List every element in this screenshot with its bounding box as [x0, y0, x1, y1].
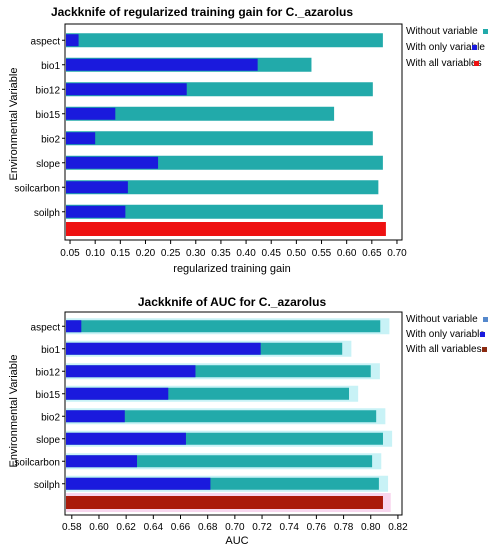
gain-category-label-bio2: bio2 — [41, 134, 60, 145]
auc-legend-swatch-without — [483, 317, 488, 322]
auc-category-label-soilcarbon: soilcarbon — [14, 457, 60, 468]
gain-bar-only-bio12 — [66, 83, 187, 96]
auc-category-labels: aspect bio1 bio12 bio15 bio2 slope soilcarbon s… — [14, 322, 65, 491]
auc-legend-label-all: With all variables — [406, 344, 482, 355]
auc-category-label-bio1: bio1 — [41, 345, 60, 356]
auc-x-ticks: 0.58 0.60 0.62 0.64 0.66 0.68 0.70 0.72 0.74 0.76… — [62, 515, 408, 533]
gain-category-label-soilcarbon: soilcarbon — [14, 183, 60, 194]
auc-x-tick-label-10: 0.78 — [334, 522, 354, 533]
gain-x-ticks: 0.05 0.10 0.15 0.20 0.25 0.30 0.35 0.40 0.45 0.50… — [60, 240, 407, 259]
gain-x-tick-label-12: 0.65 — [362, 248, 382, 259]
gain-category-label-bio15: bio15 — [36, 110, 61, 121]
auc-category-label-bio15: bio15 — [36, 390, 61, 401]
gain-legend-swatch-only — [472, 45, 477, 50]
gain-category-label-slope: slope — [36, 159, 60, 170]
gain-category-label-soilph: soilph — [34, 208, 60, 219]
auc-bar-only-bio15 — [66, 387, 169, 400]
gain-bar-only-soilcarbon — [66, 181, 128, 194]
gain-legend-label-only: With only variable — [406, 42, 485, 53]
auc-x-tick-label-3: 0.64 — [144, 522, 164, 533]
auc-category-label-soilph: soilph — [34, 480, 60, 491]
gain-x-tick-label-11: 0.60 — [337, 248, 357, 259]
auc-bar-only-aspect — [66, 320, 82, 333]
auc-x-tick-label-5: 0.68 — [198, 522, 218, 533]
gain-chart-title: Jackknife of regularized training gain f… — [51, 5, 353, 19]
gain-bar-only-bio15 — [66, 107, 116, 120]
auc-bar-only-slope — [66, 432, 186, 445]
auc-legend-swatch-all — [482, 347, 487, 352]
auc-legend: Without variable With only variable With… — [406, 314, 488, 355]
auc-x-tick-label-2: 0.62 — [116, 522, 136, 533]
gain-legend-label-all: With all variables — [406, 58, 482, 69]
auc-bar-only-bio1 — [66, 342, 261, 355]
auc-category-label-bio12: bio12 — [36, 367, 61, 378]
gain-bar-without-bio2 — [66, 131, 373, 146]
auc-bar-all-variables — [66, 496, 383, 509]
auc-bar-only-soilph — [66, 477, 211, 490]
auc-x-tick-label-1: 0.60 — [89, 522, 109, 533]
gain-bar-only-slope — [66, 156, 159, 169]
auc-x-tick-label-4: 0.66 — [171, 522, 191, 533]
gain-legend-label-without: Without variable — [406, 26, 478, 37]
gain-bar-without-soilph — [66, 204, 383, 219]
gain-bar-all-variables — [66, 222, 386, 236]
gain-bar-only-bio1 — [66, 58, 258, 71]
gain-legend-swatch-all — [474, 61, 479, 66]
auc-x-tick-label-7: 0.72 — [252, 522, 272, 533]
gain-x-axis-label: regularized training gain — [173, 263, 290, 275]
gain-x-tick-label-3: 0.20 — [136, 248, 156, 259]
auc-category-label-slope: slope — [36, 435, 60, 446]
auc-x-tick-label-6: 0.70 — [225, 522, 245, 533]
gain-category-label-bio12: bio12 — [36, 85, 61, 96]
auc-legend-label-without: Without variable — [406, 314, 478, 325]
auc-bar-only-soilcarbon — [66, 455, 138, 468]
auc-x-axis-label: AUC — [225, 535, 248, 547]
gain-x-tick-label-8: 0.45 — [261, 248, 281, 259]
gain-x-tick-label-13: 0.70 — [387, 248, 407, 259]
gain-bar-only-bio2 — [66, 132, 96, 145]
auc-bar-only-bio12 — [66, 365, 196, 378]
auc-bar-without-bio2 — [66, 410, 377, 423]
auc-bars — [66, 318, 393, 512]
gain-chart: Jackknife of regularized training gain f… — [8, 5, 488, 275]
gain-bar-only-soilph — [66, 205, 126, 218]
gain-bar-only-aspect — [66, 34, 79, 47]
gain-bar-without-aspect — [66, 33, 383, 48]
gain-legend-swatch-without — [483, 29, 488, 34]
gain-category-label-aspect: aspect — [31, 36, 61, 47]
gain-bars — [66, 33, 386, 236]
gain-category-labels: aspect bio1 bio12 bio15 bio2 slope soilcarbon s… — [14, 36, 65, 219]
gain-x-tick-label-2: 0.15 — [111, 248, 131, 259]
gain-category-label-bio1: bio1 — [41, 61, 60, 72]
auc-x-tick-label-12: 0.82 — [388, 522, 408, 533]
auc-legend-swatch-only — [480, 332, 485, 337]
auc-bar-only-bio2 — [66, 410, 125, 423]
gain-x-tick-label-1: 0.10 — [85, 248, 105, 259]
gain-y-axis-label: Environmental Variable — [8, 68, 20, 181]
gain-bar-without-bio15 — [66, 106, 335, 121]
auc-chart-title: Jackknife of AUC for C._azarolus — [138, 295, 327, 309]
auc-bar-without-aspect — [66, 320, 381, 333]
auc-y-axis-label: Environmental Variable — [8, 355, 20, 468]
gain-x-tick-label-6: 0.35 — [211, 248, 231, 259]
auc-category-label-bio2: bio2 — [41, 412, 60, 423]
auc-x-tick-label-8: 0.74 — [279, 522, 299, 533]
gain-x-tick-label-10: 0.55 — [312, 248, 332, 259]
auc-x-tick-label-9: 0.76 — [307, 522, 327, 533]
auc-chart: Jackknife of AUC for C._azarolus Environ… — [8, 295, 488, 547]
auc-bar-without-soilcarbon — [66, 455, 373, 468]
gain-x-tick-label-9: 0.50 — [287, 248, 307, 259]
gain-bar-without-soilcarbon — [66, 180, 379, 195]
gain-x-tick-label-7: 0.40 — [236, 248, 256, 259]
auc-x-tick-label-0: 0.58 — [62, 522, 82, 533]
auc-legend-label-only: With only variable — [406, 329, 485, 340]
auc-category-label-aspect: aspect — [31, 322, 61, 333]
gain-legend: Without variable With only variable With… — [406, 26, 488, 69]
auc-x-tick-label-11: 0.80 — [361, 522, 381, 533]
gain-x-tick-label-0: 0.05 — [60, 248, 80, 259]
gain-x-tick-label-5: 0.30 — [186, 248, 206, 259]
gain-x-tick-label-4: 0.25 — [161, 248, 181, 259]
